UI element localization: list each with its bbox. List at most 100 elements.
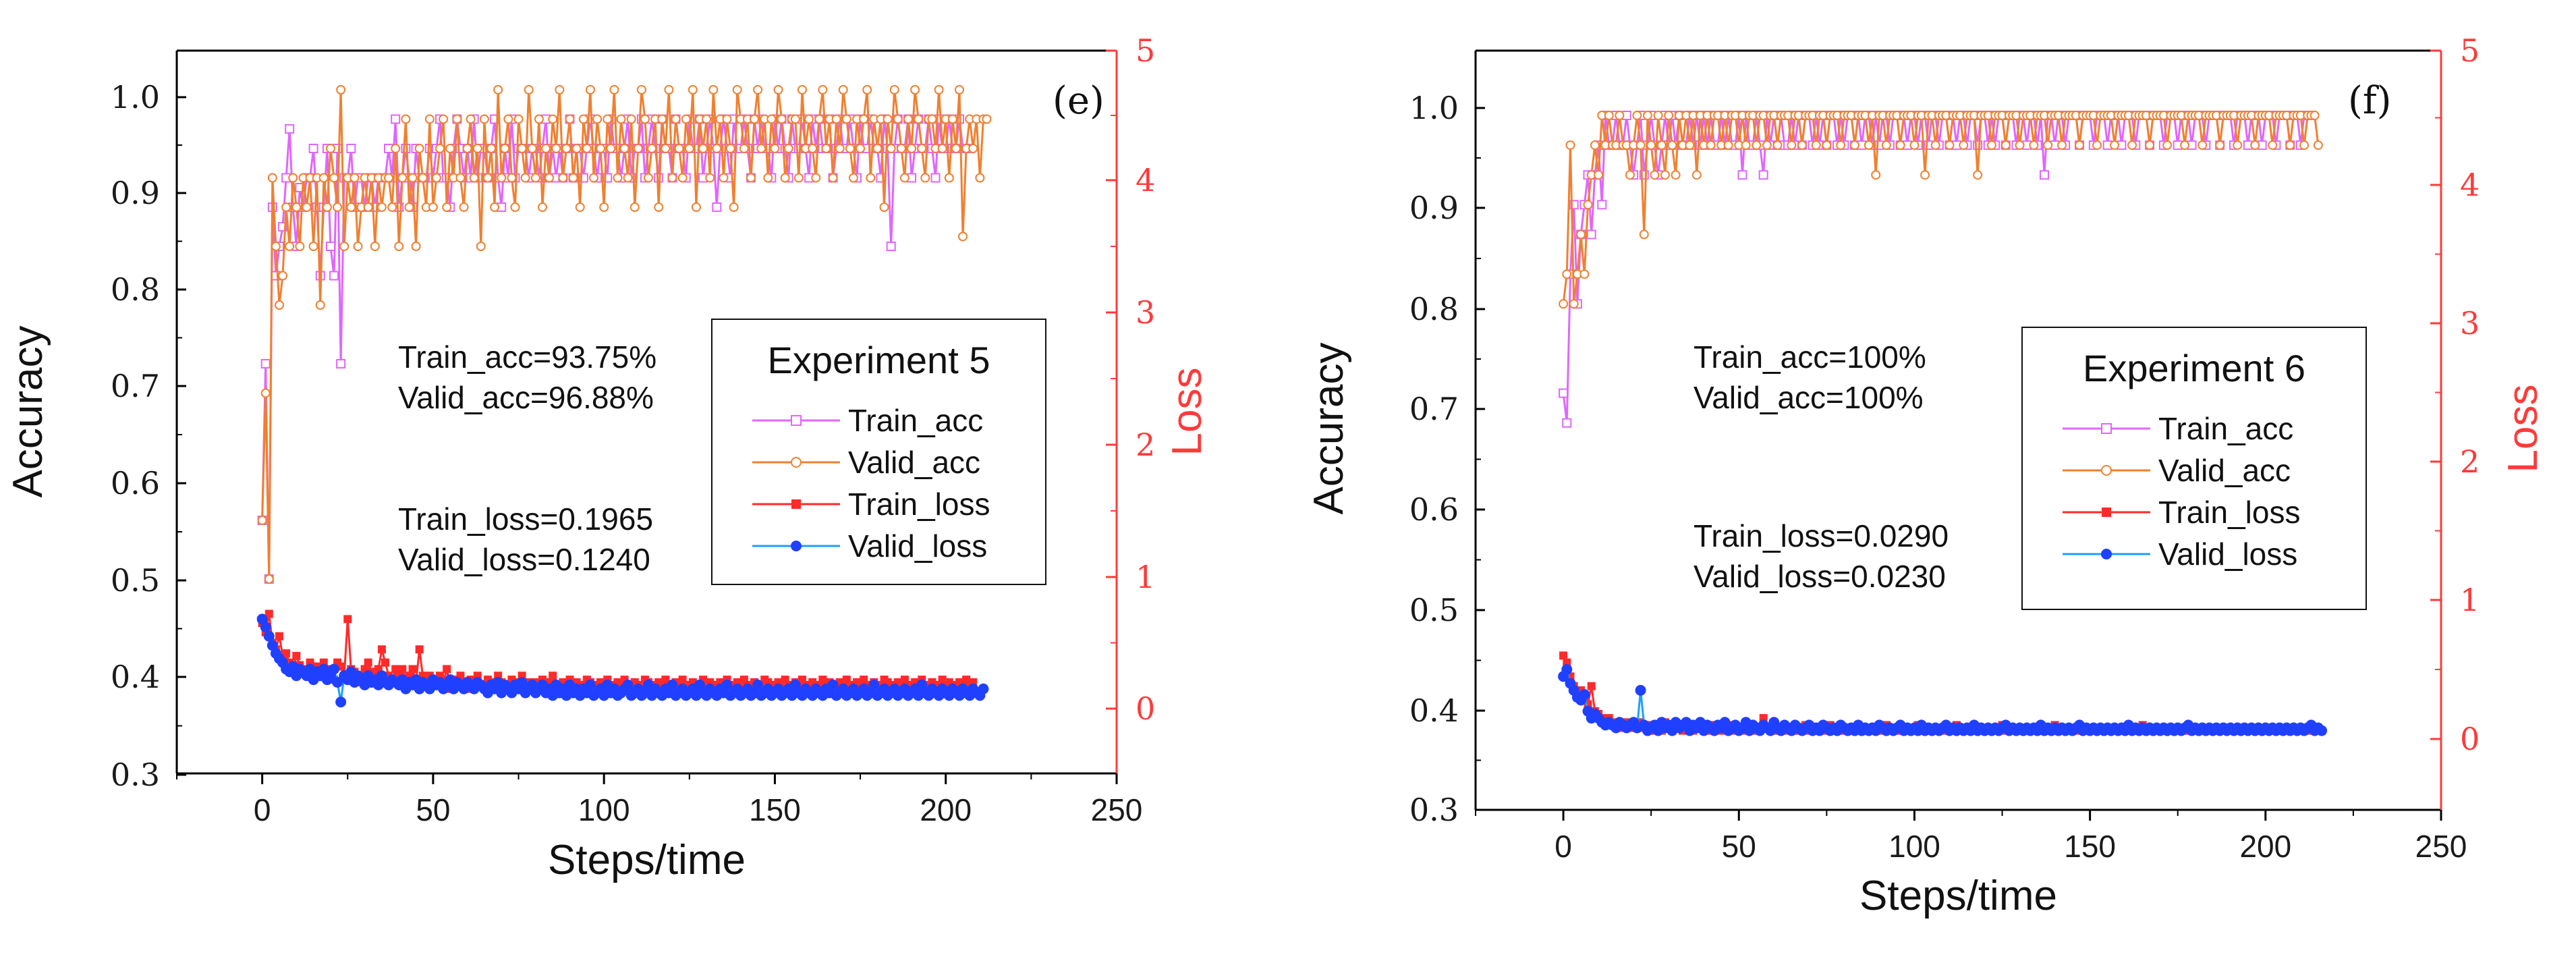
- y-tick-label: 0.8: [111, 271, 160, 308]
- series-valid-acc: [257, 85, 992, 584]
- data-point: [899, 173, 909, 183]
- data-point: [476, 242, 486, 251]
- stat-annotation: Train_acc=93.75%: [398, 339, 656, 375]
- data-point: [1973, 170, 1983, 180]
- y-tick-label: 0.3: [111, 757, 160, 793]
- y-tick-label: 0.5: [111, 562, 160, 599]
- data-point: [1639, 229, 1649, 240]
- data-point: [889, 85, 899, 94]
- data-point: [1920, 170, 1930, 180]
- data-point: [332, 677, 343, 688]
- legend-item-label: Train_acc: [2158, 411, 2293, 446]
- stat-annotation: Valid_acc=100%: [1693, 380, 1924, 415]
- x-tick-label: 150: [749, 792, 801, 827]
- data-point: [507, 173, 517, 183]
- data-point: [584, 679, 596, 690]
- data-point: [818, 85, 828, 94]
- data-point: [329, 173, 339, 183]
- data-point: [671, 114, 681, 124]
- data-point: [588, 173, 598, 183]
- data-point: [288, 173, 298, 183]
- data-point: [381, 658, 389, 667]
- stat-annotation: Valid_acc=96.88%: [398, 380, 654, 415]
- data-point: [677, 173, 688, 183]
- data-point: [835, 144, 845, 153]
- legend-item-label: Valid_acc: [848, 445, 980, 480]
- panel-label: (e): [1053, 79, 1104, 123]
- data-point: [623, 173, 633, 183]
- data-point: [879, 202, 889, 212]
- data-point: [282, 649, 291, 658]
- x-tick-label: 0: [1555, 829, 1572, 864]
- legend-title: Experiment 5: [768, 339, 990, 381]
- data-point: [2015, 140, 2025, 150]
- data-point: [2197, 140, 2208, 150]
- data-point: [260, 388, 271, 398]
- data-point: [1660, 170, 1670, 180]
- data-point: [336, 359, 346, 368]
- data-point: [954, 85, 964, 94]
- data-point: [640, 114, 650, 124]
- data-point: [1930, 140, 1940, 150]
- data-point: [585, 85, 595, 94]
- data-point: [944, 173, 954, 183]
- y-tick-label: 0.5: [1409, 592, 1459, 628]
- data-point: [322, 202, 332, 212]
- data-point: [315, 300, 325, 310]
- data-point: [462, 144, 472, 153]
- stat-annotation: Train_loss=0.1965: [398, 501, 653, 537]
- data-point: [479, 114, 489, 124]
- data-point: [893, 114, 903, 124]
- data-point: [722, 114, 732, 124]
- data-point: [285, 242, 295, 251]
- data-point: [746, 173, 756, 183]
- data-point: [2145, 140, 2155, 150]
- data-point: [2215, 140, 2225, 150]
- y-tick-label: 0.3: [1409, 792, 1459, 828]
- legend: Experiment 6 Train_acc Valid_acc Train_loss…: [2021, 327, 2367, 610]
- data-point: [527, 144, 537, 153]
- data-point: [1723, 140, 1733, 150]
- data-point: [524, 85, 534, 94]
- data-point: [274, 300, 284, 310]
- data-point: [1959, 140, 1969, 150]
- data-point: [329, 271, 339, 281]
- data-point: [1587, 682, 1596, 690]
- data-point: [856, 144, 866, 153]
- data-point: [384, 173, 394, 183]
- y2-tick-label: 2: [1136, 427, 1155, 463]
- data-point: [678, 676, 687, 684]
- y2-tick-label: 0: [1136, 690, 1155, 727]
- data-point: [1762, 140, 1772, 150]
- data-point: [339, 242, 349, 251]
- data-point: [565, 114, 575, 124]
- legend-item-label: Valid_acc: [2158, 453, 2291, 488]
- data-point: [763, 173, 773, 183]
- data-point: [599, 202, 609, 212]
- data-point: [705, 173, 715, 183]
- data-point: [452, 114, 462, 124]
- data-point: [1986, 140, 1996, 150]
- data-point: [937, 144, 947, 153]
- data-point: [793, 173, 804, 183]
- data-point: [636, 85, 646, 94]
- data-point: [827, 679, 839, 690]
- data-point: [551, 144, 561, 153]
- y-axis-label: Accuracy: [5, 326, 51, 498]
- legend-item-label: Train_acc: [848, 403, 983, 438]
- data-point: [349, 173, 360, 183]
- data-point: [1604, 111, 1614, 120]
- data-point: [1594, 170, 1604, 180]
- data-point: [1562, 269, 1572, 279]
- data-point: [719, 173, 729, 183]
- data-point: [415, 645, 424, 654]
- data-point: [866, 173, 876, 183]
- data-point: [431, 173, 441, 183]
- data-point: [459, 202, 469, 212]
- data-point: [698, 144, 708, 153]
- data-point: [2313, 140, 2323, 150]
- data-point: [2075, 140, 2085, 150]
- legend-marker: [791, 499, 801, 509]
- legend-marker: [791, 415, 802, 426]
